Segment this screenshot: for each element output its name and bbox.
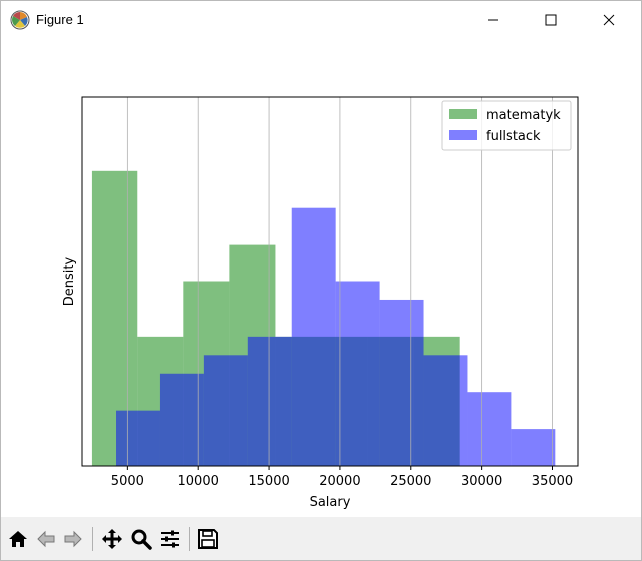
bar-fullstack-9 bbox=[511, 429, 556, 466]
legend-label-fullstack: fullstack bbox=[486, 129, 541, 144]
bar-fullstack-7 bbox=[423, 355, 468, 466]
figure-canvas[interactable]: 5000 10000 15000 20000 25000 30000 35000 Salar… bbox=[1, 39, 641, 517]
home-button[interactable] bbox=[6, 527, 30, 551]
x-tick-label-20000: 20000 bbox=[319, 474, 360, 489]
close-icon bbox=[603, 14, 615, 26]
back-button[interactable] bbox=[34, 527, 58, 551]
maximize-icon bbox=[545, 14, 557, 26]
forward-button[interactable] bbox=[61, 527, 85, 551]
legend: matematyk fullstack bbox=[441, 100, 572, 151]
zoom-icon bbox=[131, 529, 152, 550]
x-axis-label: Salary bbox=[310, 495, 351, 510]
bar-fullstack-3 bbox=[247, 336, 292, 466]
x-tick-label-35000: 35000 bbox=[532, 474, 573, 489]
configure-subplots-icon bbox=[161, 530, 179, 548]
legend-label-matematyk: matematyk bbox=[486, 108, 561, 123]
legend-swatch-fullstack bbox=[449, 130, 477, 140]
save-button[interactable] bbox=[196, 527, 220, 551]
x-tick-label-10000: 10000 bbox=[178, 474, 219, 489]
minimize-icon bbox=[488, 19, 498, 21]
pan-icon bbox=[102, 529, 122, 549]
bar-fullstack-5 bbox=[335, 281, 380, 466]
x-tick-label-30000: 30000 bbox=[461, 474, 502, 489]
forward-icon bbox=[64, 530, 82, 548]
x-tick-label-25000: 25000 bbox=[390, 474, 431, 489]
bar-fullstack-6 bbox=[379, 299, 424, 466]
bar-fullstack-8 bbox=[467, 392, 512, 466]
home-icon bbox=[9, 531, 27, 547]
zoom-button[interactable] bbox=[129, 527, 153, 551]
bar-fullstack-1 bbox=[159, 373, 204, 466]
legend-swatch-matematyk bbox=[449, 109, 477, 119]
minimize-button[interactable] bbox=[470, 1, 516, 39]
close-button[interactable] bbox=[586, 1, 632, 39]
maximize-button[interactable] bbox=[528, 1, 574, 39]
save-icon bbox=[198, 529, 218, 549]
configure-subplots-button[interactable] bbox=[158, 527, 182, 551]
histogram-chart[interactable]: 5000 10000 15000 20000 25000 30000 35000 Salar… bbox=[1, 39, 641, 517]
matplotlib-icon bbox=[10, 10, 30, 30]
title-bar[interactable]: Figure 1 bbox=[1, 1, 641, 39]
y-axis-label: Density bbox=[62, 256, 77, 306]
toolbar-separator bbox=[189, 527, 190, 551]
pan-button[interactable] bbox=[100, 527, 124, 551]
toolbar-separator bbox=[92, 527, 93, 551]
navigation-toolbar bbox=[1, 517, 641, 560]
back-icon bbox=[37, 530, 55, 548]
x-tick-label-5000: 5000 bbox=[111, 474, 144, 489]
bar-fullstack-2 bbox=[203, 355, 248, 466]
bar-fullstack-4 bbox=[291, 207, 336, 466]
plot-frame bbox=[81, 96, 579, 467]
window-title: Figure 1 bbox=[36, 12, 84, 27]
x-tick-label-15000: 15000 bbox=[248, 474, 289, 489]
bar-fullstack-0 bbox=[116, 410, 160, 466]
